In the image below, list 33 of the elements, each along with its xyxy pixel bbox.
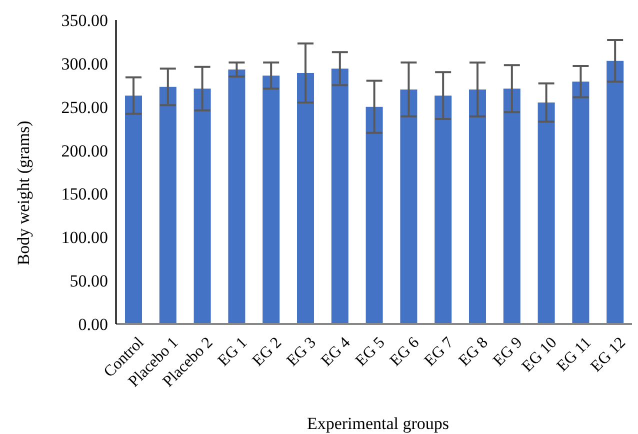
y-tick-label: 350.00 [61, 11, 108, 30]
y-tick-label: 300.00 [61, 54, 108, 74]
x-tick-label: EG 3 [284, 334, 320, 370]
y-tick-label: 150.00 [61, 184, 108, 204]
x-tick-label: EG 5 [352, 334, 388, 370]
y-tick-label: 100.00 [61, 228, 108, 248]
y-tick-label: 250.00 [61, 98, 108, 117]
bar [331, 68, 348, 324]
x-tick-label: EG 4 [318, 334, 354, 370]
x-tick-label: EG 2 [249, 334, 285, 370]
x-tick-label: EG 8 [456, 334, 492, 370]
x-tick-label: EG 6 [387, 334, 423, 370]
x-tick-label: EG 1 [215, 334, 251, 370]
bar [159, 86, 176, 324]
bar [538, 102, 555, 324]
bar [606, 60, 624, 324]
bar [194, 88, 211, 324]
bar [366, 106, 383, 324]
bar [434, 96, 452, 324]
y-tick-label: 50.00 [70, 272, 108, 291]
y-tick-label: 200.00 [61, 141, 108, 160]
bar [228, 70, 246, 324]
x-tick-label: EG 7 [421, 334, 457, 370]
bar [262, 76, 280, 324]
bar [469, 89, 486, 324]
x-axis-title: Experimental groups [306, 414, 450, 434]
y-axis-title: Body weight (grams) [14, 120, 34, 266]
y-tick-label: 0.00 [78, 315, 108, 334]
bar [503, 88, 520, 324]
bar [572, 82, 590, 324]
bar [125, 96, 142, 324]
bar [400, 89, 418, 324]
bar [297, 72, 314, 324]
